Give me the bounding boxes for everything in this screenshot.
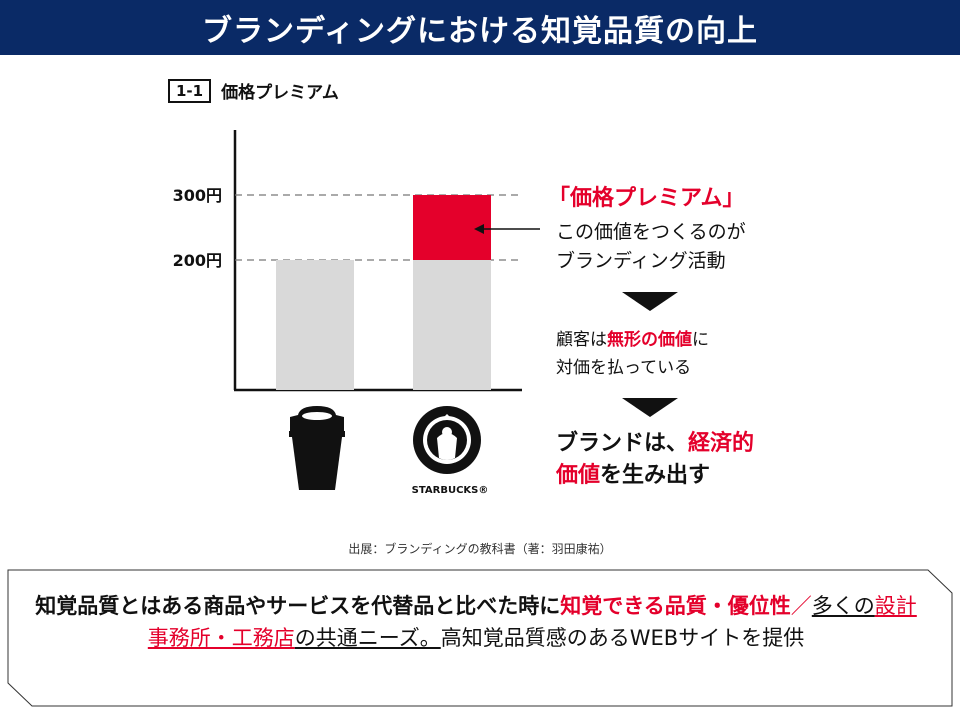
starbucks-logo-icon: STARBUCKS® <box>412 406 489 496</box>
figure-label: 1-1 価格プレミアム <box>168 78 339 103</box>
result-line2: 価値を生み出す <box>556 460 754 492</box>
coffee-cup-icon <box>289 406 345 490</box>
intangible-value-text: 無形の価値 <box>607 330 692 350</box>
premium-arrow-head <box>474 224 484 234</box>
figure-title: 価格プレミアム <box>221 83 339 103</box>
callout-part: 知覚品質とはある商品やサービスを代替品と比べた時に <box>35 594 561 618</box>
starbucks-wordmark: STARBUCKS® <box>412 485 489 496</box>
callout-part: の共通ニーズ。 <box>294 626 441 650</box>
premium-desc-line1: この価値をつくるのが <box>556 221 746 243</box>
down-triangle-icon <box>622 292 678 311</box>
header-bar: ブランディングにおける知覚品質の向上 <box>0 0 960 55</box>
customer-text: 顧客は <box>556 330 607 350</box>
customer-note: 顧客は無形の価値に 対価を払っている <box>556 326 709 382</box>
callout-part: 多くの <box>811 594 875 618</box>
customer-line1: 顧客は無形の価値に <box>556 326 709 354</box>
bar-starbucks-base <box>413 260 491 390</box>
y-tick-label-300: 300円 <box>173 186 222 205</box>
callout-highlight: 設計事務所・工務店 <box>147 594 917 650</box>
page-title: ブランディングにおける知覚品質の向上 <box>202 13 758 49</box>
premium-desc-line2: ブランディング活動 <box>556 250 726 272</box>
customer-line2: 対価を払っている <box>556 358 692 378</box>
callout-separator: ／ <box>790 594 812 618</box>
economic-text: 経済的 <box>688 431 755 456</box>
figure-number: 1-1 <box>168 78 212 103</box>
value-text: 価値 <box>556 463 601 488</box>
callout-text: 知覚品質とはある商品やサービスを代替品と比べた時に知覚できる品質・優位性／多くの… <box>26 590 926 654</box>
bar-generic-coffee <box>276 260 354 390</box>
result-text: ブランドは、 <box>556 431 689 456</box>
callout-highlight: 知覚できる品質・優位性 <box>560 594 791 618</box>
result-text: を生み出す <box>600 463 711 488</box>
premium-title: 「価格プレミアム」 <box>548 186 745 211</box>
premium-description: この価値をつくるのが ブランディング活動 <box>556 218 746 276</box>
customer-text: に <box>692 330 709 350</box>
y-tick-label-200: 200円 <box>173 251 222 270</box>
source-citation: 出展：ブランディングの教科書（著：羽田康祐） <box>348 542 612 556</box>
callout-part: 高知覚品質感のあるWEBサイトを提供 <box>440 626 805 650</box>
result-line1: ブランドは、経済的 <box>556 428 754 460</box>
down-triangle-icon <box>622 398 678 417</box>
brand-result-note: ブランドは、経済的 価値を生み出す <box>556 428 754 492</box>
